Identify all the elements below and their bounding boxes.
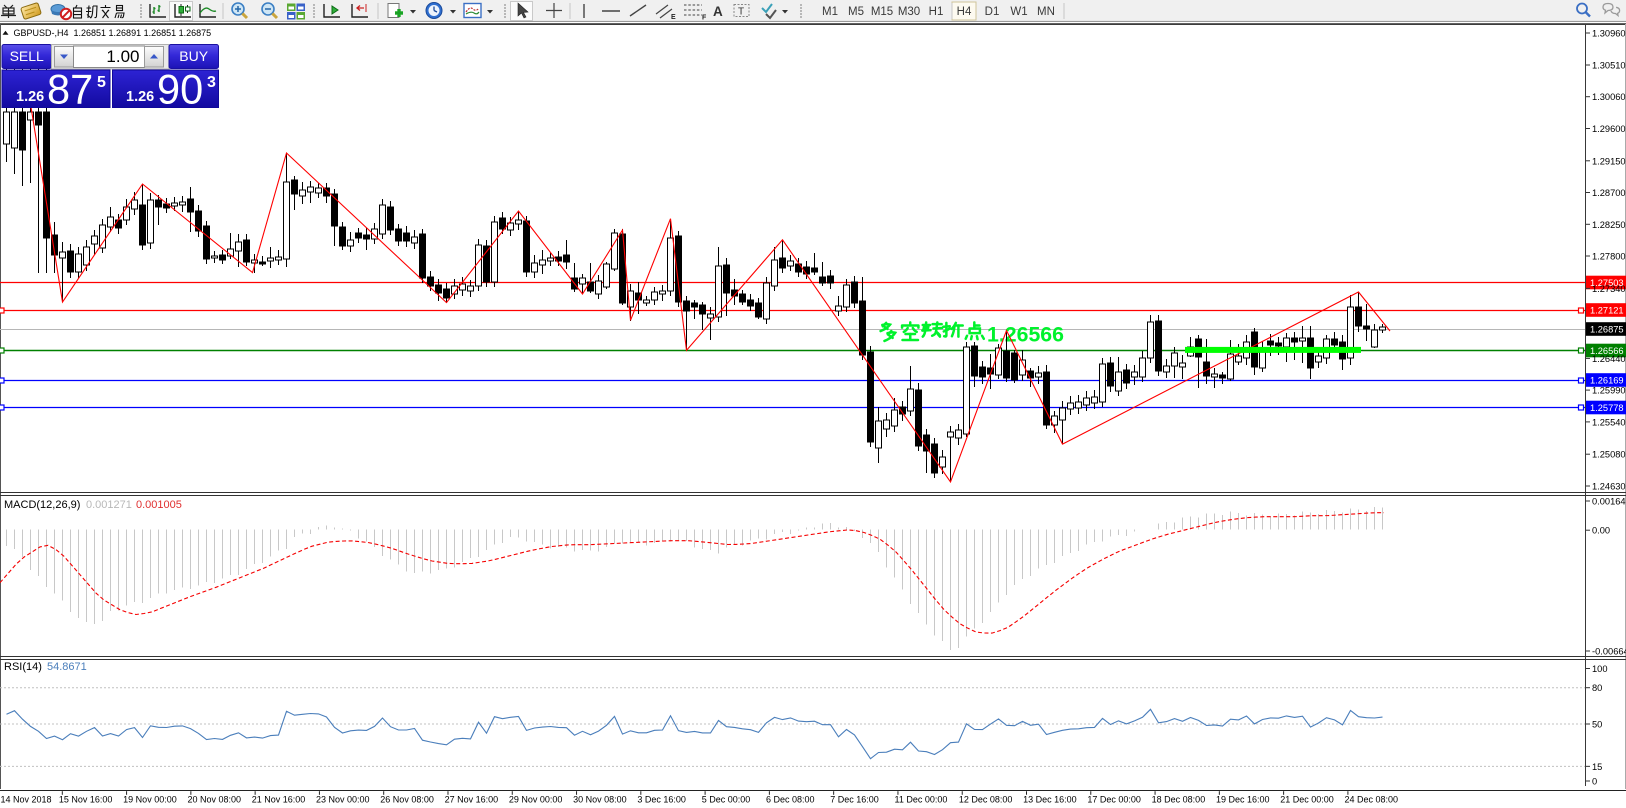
svg-text:1.26875: 1.26875 [1590,325,1624,335]
svg-text:1.28700: 1.28700 [1592,188,1626,198]
svg-text:24 Dec 08:00: 24 Dec 08:00 [1345,795,1399,805]
svg-text:15 Nov 16:00: 15 Nov 16:00 [59,795,113,805]
svg-text:0.001005: 0.001005 [136,499,182,511]
svg-text:18 Dec 08:00: 18 Dec 08:00 [1152,795,1206,805]
svg-text:H1: H1 [929,6,944,18]
svg-text:1.27503: 1.27503 [1590,278,1624,288]
svg-text:BUY: BUY [179,48,208,64]
svg-text:21 Nov 16:00: 21 Nov 16:00 [252,795,306,805]
svg-text:H4: H4 [957,6,972,18]
svg-text:M5: M5 [848,6,864,18]
svg-text:1.27340: 1.27340 [1592,284,1626,294]
svg-text:F: F [702,15,707,22]
svg-text:90: 90 [157,66,203,113]
svg-text:19 Nov 00:00: 19 Nov 00:00 [123,795,177,805]
svg-text:M1: M1 [822,6,838,18]
svg-text:A: A [713,4,723,19]
svg-text:13 Dec 16:00: 13 Dec 16:00 [1023,795,1077,805]
svg-text:54.8671: 54.8671 [47,661,87,673]
svg-text:14 Nov 2018: 14 Nov 2018 [1,795,52,805]
svg-text:1.30510: 1.30510 [1592,61,1626,71]
svg-text:0: 0 [1592,777,1597,787]
svg-text:17 Dec 00:00: 17 Dec 00:00 [1087,795,1141,805]
svg-text:29 Nov 00:00: 29 Nov 00:00 [509,795,563,805]
svg-text:1.27121: 1.27121 [1590,306,1624,316]
svg-text:MACD(12,26,9): MACD(12,26,9) [4,499,80,511]
svg-text:11 Dec 00:00: 11 Dec 00:00 [895,795,948,805]
svg-text:1.27800: 1.27800 [1592,252,1626,262]
svg-text:3: 3 [207,74,216,91]
svg-text:T: T [738,7,744,18]
svg-text:1.29600: 1.29600 [1592,124,1626,134]
svg-text:1.30960: 1.30960 [1592,29,1626,39]
svg-text:1.26: 1.26 [16,89,44,105]
svg-text:1.26566: 1.26566 [987,323,1064,347]
svg-text:26 Nov 08:00: 26 Nov 08:00 [380,795,434,805]
svg-text:5 Dec 00:00: 5 Dec 00:00 [702,795,751,805]
svg-text:1.24630: 1.24630 [1592,482,1626,492]
svg-text:19 Dec 16:00: 19 Dec 16:00 [1216,795,1270,805]
svg-text:1.26566: 1.26566 [1590,346,1624,356]
svg-text:87: 87 [47,66,93,113]
svg-text:1.25990: 1.25990 [1592,386,1626,396]
svg-text:1.28250: 1.28250 [1592,220,1626,230]
svg-text:50: 50 [1592,720,1602,730]
svg-text:M30: M30 [898,6,920,18]
svg-text:5: 5 [97,74,106,91]
svg-text:MN: MN [1037,6,1055,18]
svg-text:27 Nov 16:00: 27 Nov 16:00 [445,795,499,805]
svg-text:100: 100 [1592,664,1608,674]
svg-text:1.30060: 1.30060 [1592,92,1626,102]
svg-text:1.29150: 1.29150 [1592,156,1626,166]
svg-text:30 Nov 08:00: 30 Nov 08:00 [573,795,627,805]
svg-text:0.00: 0.00 [1592,526,1610,536]
svg-text:20 Nov 08:00: 20 Nov 08:00 [187,795,241,805]
svg-text:1.00: 1.00 [106,47,139,66]
svg-text:W1: W1 [1010,6,1027,18]
svg-text:1.25778: 1.25778 [1590,403,1624,413]
svg-text:1.26: 1.26 [126,89,154,105]
svg-text:SELL: SELL [10,48,44,64]
svg-text:0.001648: 0.001648 [1592,497,1626,507]
svg-text:7 Dec 16:00: 7 Dec 16:00 [830,795,879,805]
svg-text:M15: M15 [871,6,893,18]
svg-text:15: 15 [1592,762,1602,772]
svg-text:1.26169: 1.26169 [1590,376,1624,386]
svg-text:6 Dec 08:00: 6 Dec 08:00 [766,795,815,805]
svg-text:D1: D1 [985,6,1000,18]
svg-text:12 Dec 08:00: 12 Dec 08:00 [959,795,1013,805]
svg-text:1.25080: 1.25080 [1592,450,1626,460]
svg-text:1.25540: 1.25540 [1592,417,1626,427]
svg-text:E: E [671,14,676,21]
svg-text:0.001271: 0.001271 [86,499,132,511]
svg-text:GBPUSD-,H4 1.26851 1.26891 1.: GBPUSD-,H4 1.26851 1.26891 1.26851 1.268… [14,28,212,38]
svg-text:RSI(14): RSI(14) [4,661,42,673]
svg-text:-0.00664: -0.00664 [1592,647,1626,657]
svg-text:1.26440: 1.26440 [1592,354,1626,364]
svg-text:3 Dec 16:00: 3 Dec 16:00 [637,795,686,805]
svg-text:23 Nov 00:00: 23 Nov 00:00 [316,795,370,805]
svg-text:21 Dec 00:00: 21 Dec 00:00 [1280,795,1334,805]
svg-text:80: 80 [1592,683,1602,693]
